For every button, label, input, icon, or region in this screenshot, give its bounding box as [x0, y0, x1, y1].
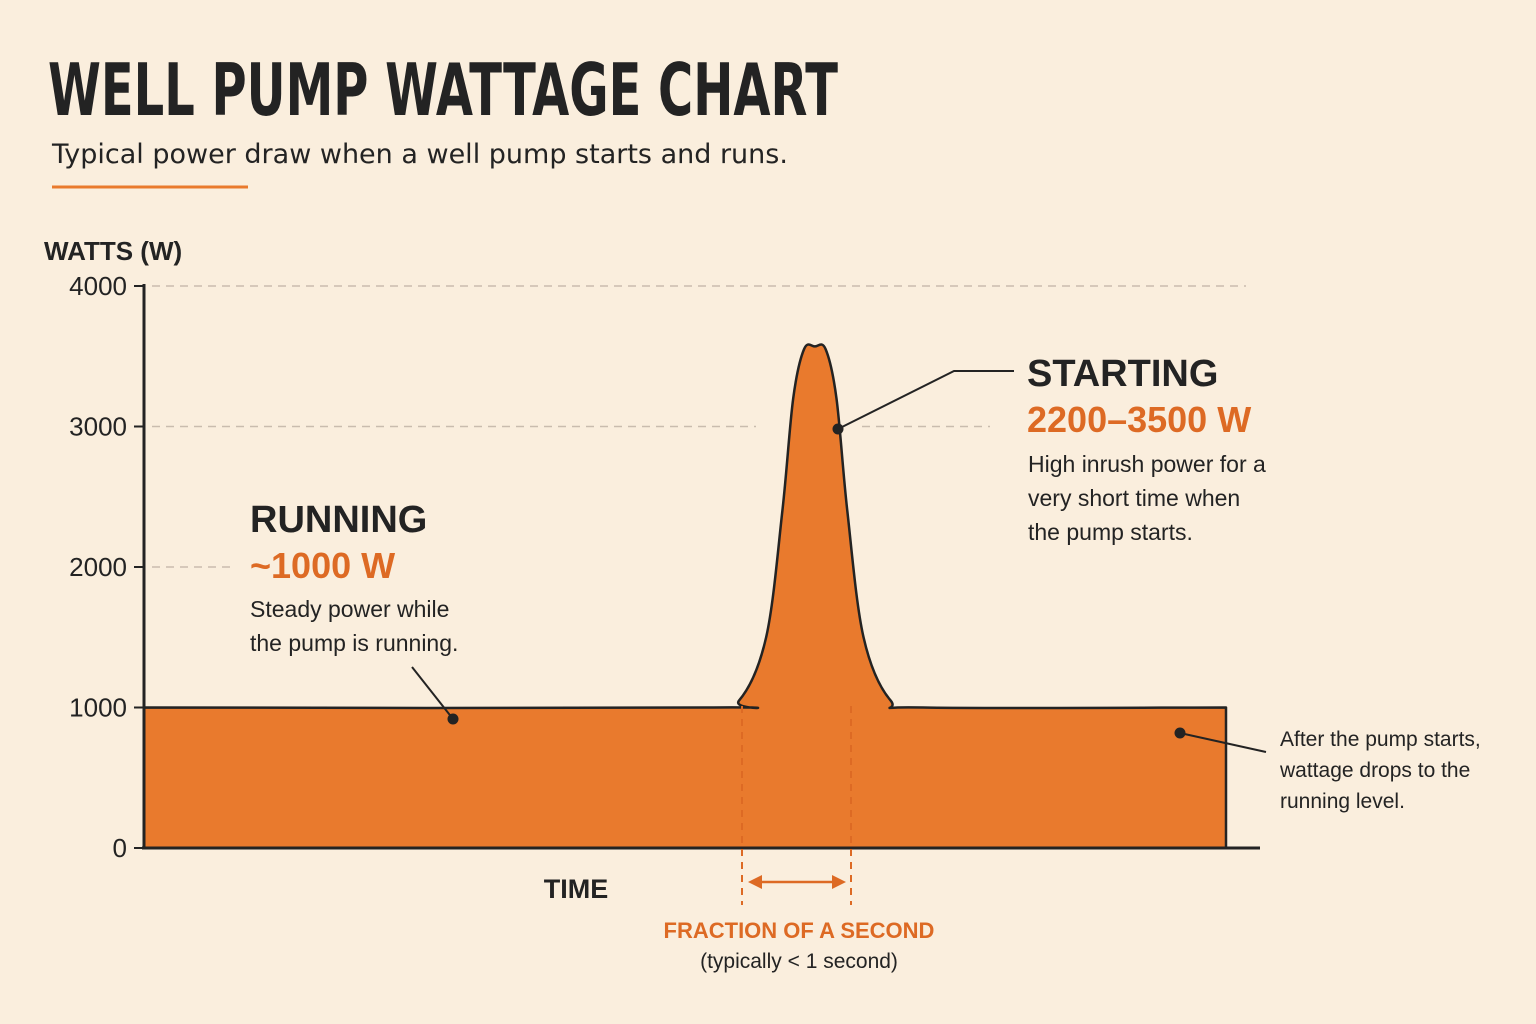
starting-text-line: High inrush power for a	[1028, 451, 1266, 477]
y-tick-label: 3000	[69, 412, 127, 442]
y-tick-label: 4000	[69, 271, 127, 301]
duration-label: FRACTION OF A SECOND	[664, 918, 935, 943]
after-leader-line	[1179, 732, 1267, 753]
running-text-line: Steady power while	[250, 596, 449, 622]
x-axis-label: TIME	[544, 874, 609, 904]
chart-subtitle: Typical power draw when a well pump star…	[51, 139, 788, 170]
wattage-area	[142, 343, 1228, 850]
running-leader-dot	[447, 713, 459, 725]
starting-value: 2200–3500 W	[1027, 399, 1251, 440]
after-text-line: wattage drops to the	[1279, 759, 1470, 782]
starting-leader-dot	[832, 423, 844, 435]
after-leader-dot	[1174, 727, 1186, 739]
starting-text-line: the pump starts.	[1028, 519, 1193, 545]
after-text-line: After the pump starts,	[1280, 728, 1481, 751]
running-heading: RUNNING	[250, 499, 427, 541]
y-tick-label: 0	[113, 833, 127, 863]
running-leader-line	[411, 666, 454, 720]
running-text-line: the pump is running.	[250, 630, 458, 656]
duration-sublabel: (typically < 1 second)	[700, 950, 898, 973]
starting-leader-line	[837, 370, 1014, 430]
starting-text-line: very short time when	[1028, 485, 1240, 511]
running-value: ~1000 W	[250, 545, 395, 586]
duration-arrow	[748, 875, 846, 889]
y-tick-label: 2000	[69, 552, 127, 582]
y-tick-labels: 0 1000 2000 3000 4000	[69, 271, 144, 863]
after-text-line: running level.	[1280, 790, 1405, 813]
starting-heading: STARTING	[1027, 353, 1218, 395]
y-tick-label: 1000	[69, 693, 127, 723]
chart-title: WELL PUMP WATTAGE CHART	[48, 48, 838, 132]
y-axis-label: WATTS (W)	[44, 236, 182, 266]
grid-lines	[152, 285, 1246, 568]
